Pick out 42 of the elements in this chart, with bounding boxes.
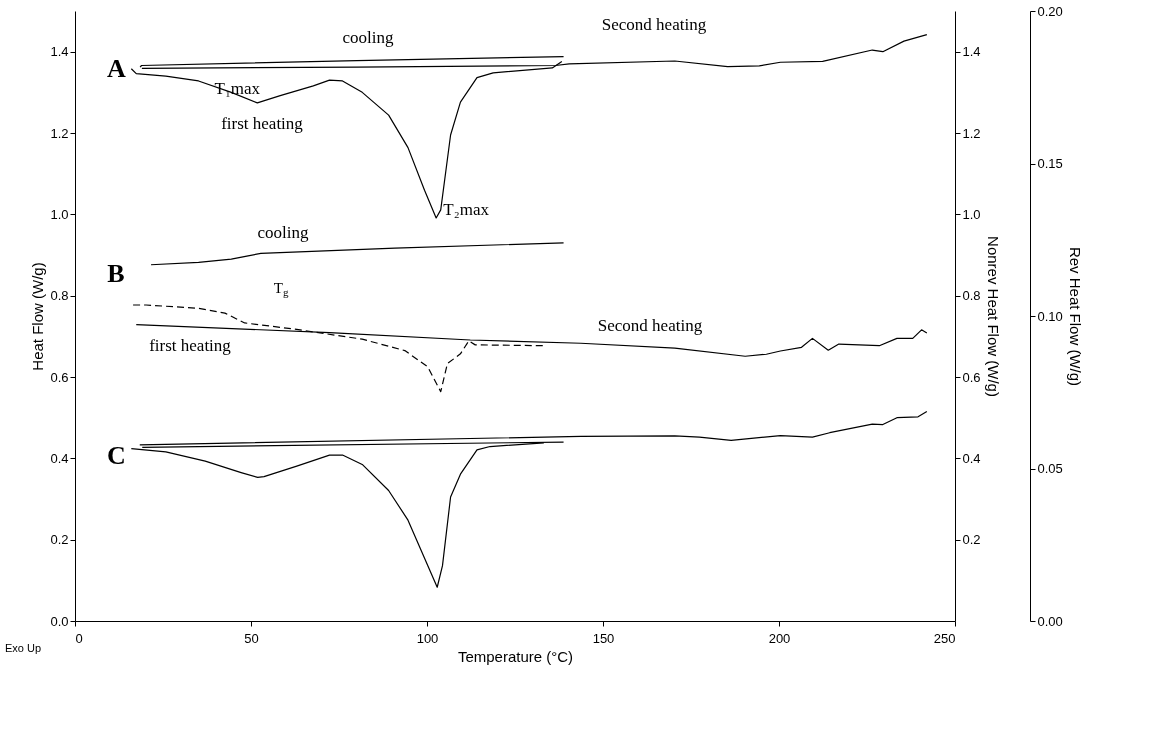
annotation: T₂max: [443, 199, 490, 219]
annotation: cooling: [257, 223, 309, 242]
y-tick-label: 0.6: [50, 369, 69, 385]
annotation: B: [107, 258, 125, 288]
x-tick-label: 150: [592, 630, 615, 646]
x-tick-label: 100: [416, 630, 439, 646]
y-tick-label: 0.2: [50, 532, 69, 548]
y3-axis-title: Rev Heat Flow (W/g): [1066, 246, 1084, 387]
y2-axis-title: Nonrev Heat Flow (W/g): [984, 236, 1002, 397]
annotation: cooling: [342, 28, 394, 47]
y3-tick-label: 0.15: [1037, 156, 1063, 171]
y2-tick-label: 1.2: [962, 125, 981, 141]
text: Exo Up: [5, 642, 42, 654]
y-tick-label: 0.8: [50, 288, 69, 304]
annotation: C: [106, 440, 126, 470]
y2-tick-label: 1.4: [962, 44, 981, 60]
y2-tick-label: 0.6: [962, 369, 981, 385]
y-tick-label: 0.4: [50, 450, 69, 466]
x-tick-label: 250: [933, 630, 956, 646]
y3-tick-label: 0.00: [1037, 613, 1063, 629]
y2-tick-label: 0.2: [962, 532, 981, 548]
x-tick-label: 0: [75, 630, 83, 646]
y3-tick-label: 0.05: [1037, 461, 1063, 476]
x-axis-title: Temperature (°C): [457, 647, 574, 665]
x-tick-label: 50: [244, 630, 259, 646]
y-tick-label: 1.2: [50, 125, 69, 141]
annotation: Second heating: [597, 316, 703, 335]
y3-tick-label: 0.20: [1037, 3, 1063, 19]
annotation: first heating: [149, 336, 232, 355]
annotation: first heating: [221, 114, 304, 133]
y2-tick-label: 0.8: [962, 288, 981, 304]
x-tick-label: 200: [768, 630, 791, 646]
y2-tick-label: 0.4: [962, 450, 981, 466]
y2-tick-label: 1.0: [962, 206, 981, 222]
y-tick-label: 1.4: [50, 44, 69, 60]
y3-tick-label: 0.10: [1037, 308, 1063, 324]
y-axis-title: Heat Flow (W/g): [29, 262, 47, 371]
y-tick-label: 0.0: [50, 613, 69, 629]
y-tick-label: 1.0: [50, 206, 69, 222]
annotation: T₁max: [214, 78, 261, 98]
annotation: Second heating: [601, 15, 707, 34]
annotation: A: [106, 53, 126, 83]
